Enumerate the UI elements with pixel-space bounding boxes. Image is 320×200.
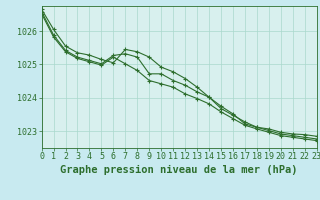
X-axis label: Graphe pression niveau de la mer (hPa): Graphe pression niveau de la mer (hPa) (60, 165, 298, 175)
